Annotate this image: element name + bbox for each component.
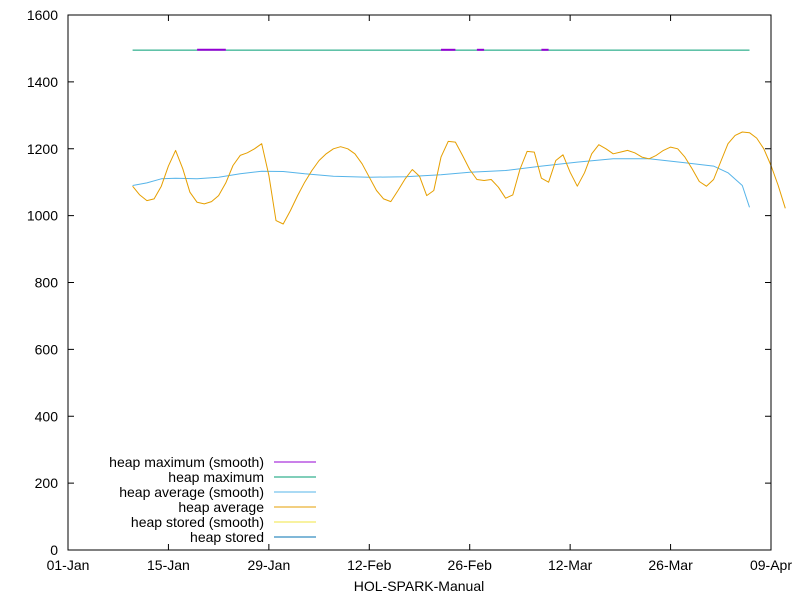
x-tick-label: 01-Jan bbox=[47, 557, 90, 573]
y-tick-label: 1200 bbox=[27, 141, 58, 157]
x-tick-label: 29-Jan bbox=[247, 557, 290, 573]
x-tick-label: 12-Feb bbox=[347, 557, 392, 573]
legend-label-heap-stored: heap stored bbox=[190, 529, 264, 545]
y-tick-label: 0 bbox=[50, 542, 58, 558]
x-tick-label: 15-Jan bbox=[147, 557, 190, 573]
y-tick-label: 1400 bbox=[27, 74, 58, 90]
x-axis: 01-Jan 15-Jan 29-Jan 12-Feb 26-Feb 12-Mar 26-M… bbox=[47, 15, 792, 573]
y-tick-label: 600 bbox=[35, 341, 59, 357]
y-tick-label: 1600 bbox=[27, 7, 58, 23]
x-tick-label: 09-Apr bbox=[750, 557, 792, 573]
legend-label-heap-maximum-smooth: heap maximum (smooth) bbox=[109, 454, 264, 470]
y-tick-label: 400 bbox=[35, 408, 59, 424]
legend-label-heap-stored-smooth: heap stored (smooth) bbox=[131, 514, 264, 530]
legend-label-heap-maximum: heap maximum bbox=[168, 469, 264, 485]
plot-lines bbox=[132, 48, 786, 225]
series-heap-average-smooth-line bbox=[132, 158, 750, 208]
x-axis-title: HOL-SPARK-Manual bbox=[354, 578, 484, 594]
x-tick-label: 26-Mar bbox=[648, 557, 693, 573]
y-tick-label: 200 bbox=[35, 475, 59, 491]
series-heap-average-line bbox=[132, 131, 786, 225]
legend-label-heap-average-smooth: heap average (smooth) bbox=[119, 484, 264, 500]
legend-label-heap-average: heap average bbox=[178, 499, 264, 515]
y-tick-label: 800 bbox=[35, 275, 59, 291]
x-tick-label: 12-Mar bbox=[548, 557, 593, 573]
x-tick-label: 26-Feb bbox=[448, 557, 493, 573]
y-tick-label: 1000 bbox=[27, 208, 58, 224]
y-axis: 0 200 400 600 800 1000 1200 1400 1600 bbox=[27, 7, 771, 558]
